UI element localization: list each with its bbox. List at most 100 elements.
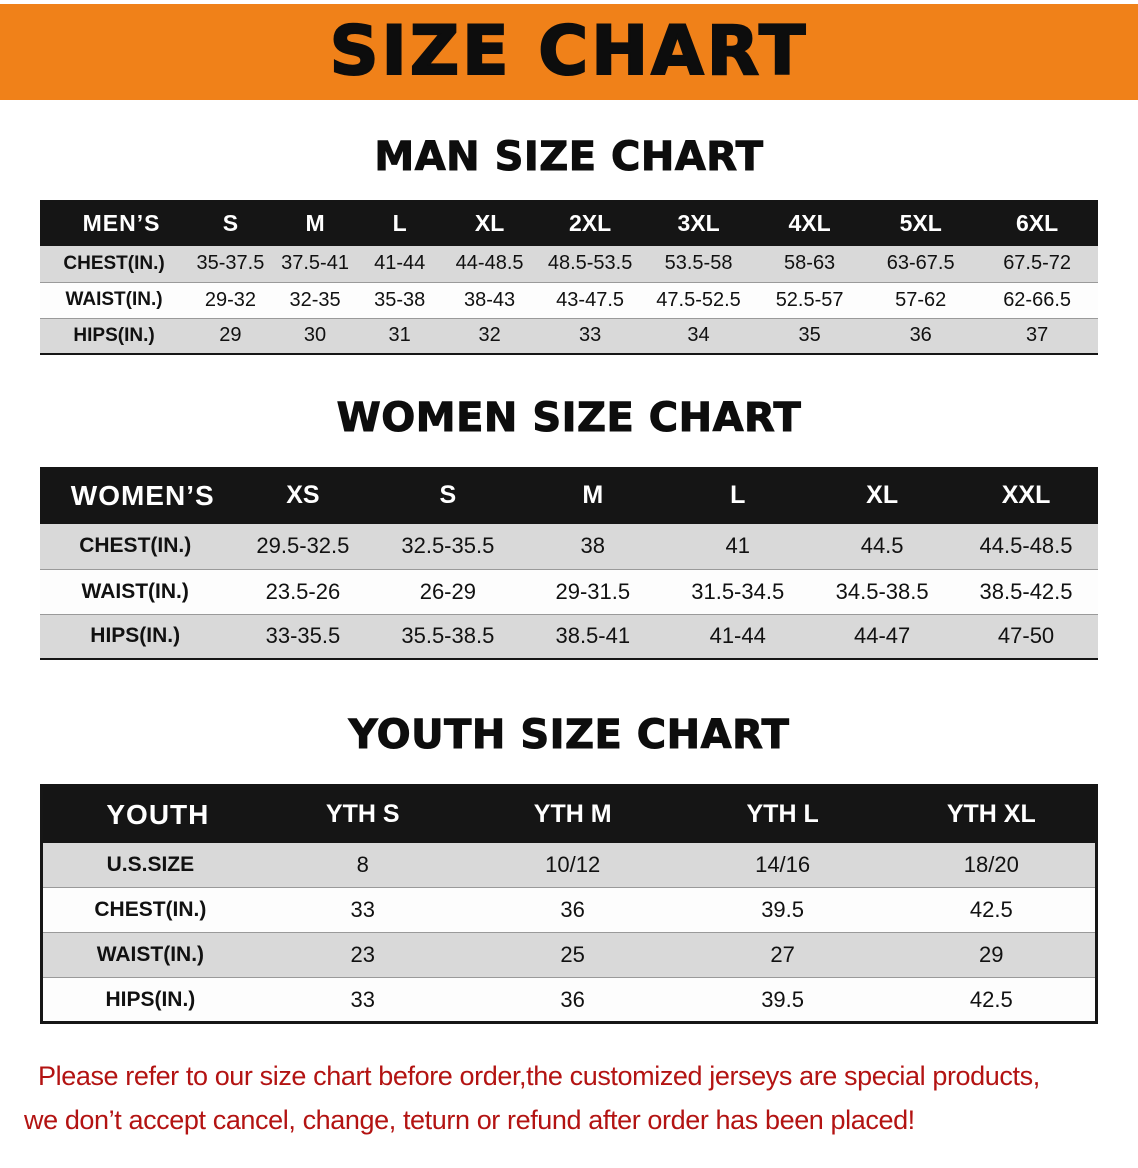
col-header: YTH XL bbox=[887, 785, 1097, 843]
men-chest-row: CHEST(IN.) 35-37.5 37.5-41 41-44 44-48.5… bbox=[40, 246, 1098, 283]
cell: 36 bbox=[467, 977, 678, 1023]
col-header: M bbox=[520, 467, 666, 524]
banner: SIZE CHART bbox=[0, 4, 1138, 100]
cell: 44-47 bbox=[810, 614, 955, 659]
row-label: HIPS(IN.) bbox=[41, 977, 258, 1023]
col-header: 4XL bbox=[754, 200, 866, 246]
page-title: SIZE CHART bbox=[329, 12, 809, 91]
cell: 44.5-48.5 bbox=[954, 524, 1098, 570]
cell: 34.5-38.5 bbox=[810, 569, 955, 615]
men-waist-row: WAIST(IN.) 29-32 32-35 35-38 38-43 43-47… bbox=[40, 282, 1098, 319]
col-header: YTH L bbox=[677, 785, 888, 843]
cell: 42.5 bbox=[887, 887, 1097, 933]
col-header: YTH M bbox=[467, 785, 678, 843]
table-title-youth: YOUTH bbox=[41, 785, 258, 843]
women-waist-row: WAIST(IN.) 23.5-26 26-29 29-31.5 31.5-34… bbox=[40, 569, 1098, 615]
col-header: YTH S bbox=[257, 785, 468, 843]
cell: 23.5-26 bbox=[230, 569, 376, 615]
youth-section: YOUTH SIZE CHART YOUTH YTH S YTH M YTH L… bbox=[0, 712, 1138, 1024]
row-label: WAIST(IN.) bbox=[41, 932, 258, 978]
cell: 18/20 bbox=[887, 842, 1097, 888]
cell: 26-29 bbox=[375, 569, 521, 615]
cell: 35-38 bbox=[357, 282, 442, 319]
cell: 33 bbox=[257, 977, 468, 1023]
cell: 52.5-57 bbox=[754, 282, 866, 319]
women-hips-row: HIPS(IN.) 33-35.5 35.5-38.5 38.5-41 41-4… bbox=[40, 614, 1098, 659]
col-header: M bbox=[272, 200, 358, 246]
cell: 35.5-38.5 bbox=[375, 614, 521, 659]
cell: 30 bbox=[272, 318, 358, 354]
cell: 27 bbox=[677, 932, 888, 978]
cell: 63-67.5 bbox=[865, 246, 977, 283]
cell: 42.5 bbox=[887, 977, 1097, 1023]
row-label: WAIST(IN.) bbox=[40, 569, 231, 615]
men-heading: MAN SIZE CHART bbox=[374, 134, 764, 181]
men-section: MAN SIZE CHART MEN’S S M L XL 2XL 3XL 4X… bbox=[0, 134, 1138, 355]
row-label: CHEST(IN.) bbox=[40, 246, 189, 283]
cell: 47.5-52.5 bbox=[643, 282, 755, 319]
cell: 48.5-53.5 bbox=[537, 246, 643, 283]
cell: 37.5-41 bbox=[272, 246, 358, 283]
women-chest-row: CHEST(IN.) 29.5-32.5 32.5-35.5 38 41 44.… bbox=[40, 524, 1098, 570]
cell: 29.5-32.5 bbox=[230, 524, 376, 570]
cell: 41-44 bbox=[665, 614, 811, 659]
women-section: WOMEN SIZE CHART WOMEN’S XS S M L XL XXL bbox=[0, 395, 1138, 660]
col-header: XXL bbox=[954, 467, 1098, 524]
col-header: 5XL bbox=[865, 200, 977, 246]
cell: 35-37.5 bbox=[188, 246, 273, 283]
cell: 31 bbox=[357, 318, 442, 354]
col-header: XL bbox=[441, 200, 538, 246]
cell: 33-35.5 bbox=[230, 614, 376, 659]
row-label: U.S.SIZE bbox=[41, 842, 258, 888]
cell: 33 bbox=[537, 318, 643, 354]
col-header: S bbox=[375, 467, 521, 524]
cell: 32-35 bbox=[272, 282, 358, 319]
size-chart-page: SIZE CHART MAN SIZE CHART MEN’S S M L XL… bbox=[0, 4, 1138, 1142]
col-header: 3XL bbox=[643, 200, 755, 246]
cell: 39.5 bbox=[677, 977, 888, 1023]
cell: 44-48.5 bbox=[441, 246, 538, 283]
cell: 8 bbox=[257, 842, 468, 888]
cell: 67.5-72 bbox=[976, 246, 1098, 283]
women-heading: WOMEN SIZE CHART bbox=[336, 395, 802, 442]
col-header: L bbox=[665, 467, 811, 524]
row-label: CHEST(IN.) bbox=[41, 887, 258, 933]
youth-heading: YOUTH SIZE CHART bbox=[348, 712, 790, 759]
cell: 36 bbox=[865, 318, 977, 354]
youth-hips-row: HIPS(IN.) 33 36 39.5 42.5 bbox=[41, 977, 1097, 1023]
cell: 32 bbox=[441, 318, 538, 354]
youth-header-row: YOUTH YTH S YTH M YTH L YTH XL bbox=[41, 785, 1097, 843]
row-label: CHEST(IN.) bbox=[40, 524, 231, 570]
youth-chest-row: CHEST(IN.) 33 36 39.5 42.5 bbox=[41, 887, 1097, 933]
cell: 29-31.5 bbox=[520, 569, 666, 615]
cell: 32.5-35.5 bbox=[375, 524, 521, 570]
col-header: 6XL bbox=[976, 200, 1098, 246]
cell: 38-43 bbox=[441, 282, 538, 319]
col-header: L bbox=[357, 200, 442, 246]
cell: 43-47.5 bbox=[537, 282, 643, 319]
cell: 14/16 bbox=[677, 842, 888, 888]
cell: 41 bbox=[665, 524, 811, 570]
cell: 38.5-42.5 bbox=[954, 569, 1098, 615]
cell: 29-32 bbox=[188, 282, 273, 319]
cell: 23 bbox=[257, 932, 468, 978]
women-header-row: WOMEN’S XS S M L XL XXL bbox=[40, 467, 1098, 524]
row-label: HIPS(IN.) bbox=[40, 318, 189, 354]
cell: 39.5 bbox=[677, 887, 888, 933]
cell: 33 bbox=[257, 887, 468, 933]
cell: 38.5-41 bbox=[520, 614, 666, 659]
men-size-table: MEN’S S M L XL 2XL 3XL 4XL 5XL 6XL CHEST… bbox=[40, 200, 1098, 355]
cell: 53.5-58 bbox=[643, 246, 755, 283]
youth-ussize-row: U.S.SIZE 8 10/12 14/16 18/20 bbox=[41, 842, 1097, 888]
cell: 44.5 bbox=[810, 524, 955, 570]
disclaimer-line-1: Please refer to our size chart before or… bbox=[38, 1061, 1040, 1091]
youth-waist-row: WAIST(IN.) 23 25 27 29 bbox=[41, 932, 1097, 978]
col-header: XS bbox=[230, 467, 376, 524]
cell: 10/12 bbox=[467, 842, 678, 888]
youth-size-table: YOUTH YTH S YTH M YTH L YTH XL U.S.SIZE … bbox=[40, 784, 1098, 1024]
table-title-womens: WOMEN’S bbox=[40, 467, 231, 524]
cell: 41-44 bbox=[357, 246, 442, 283]
cell: 35 bbox=[754, 318, 866, 354]
cell: 36 bbox=[467, 887, 678, 933]
col-header: XL bbox=[810, 467, 955, 524]
